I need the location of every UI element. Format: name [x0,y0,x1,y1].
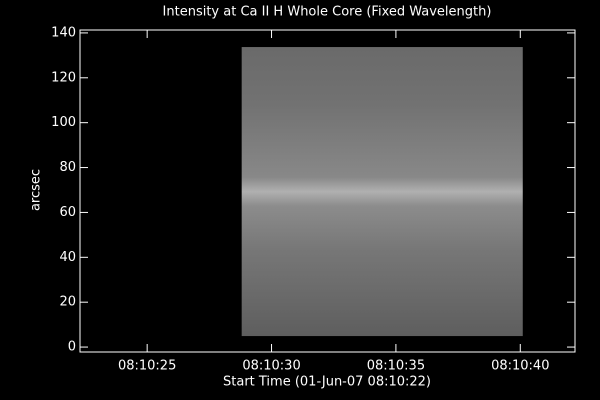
y-tick-label: 40 [59,250,76,265]
y-tick-label: 100 [51,115,76,130]
x-tick-label: 08:10:25 [118,359,176,374]
x-tick-label: 08:10:35 [367,359,425,374]
y-tick-label: 120 [51,70,76,85]
x-tick-label: 08:10:30 [242,359,300,374]
y-axis-label: arcsec [29,169,44,211]
solar-image [241,47,523,337]
chart-title: Intensity at Ca II H Whole Core (Fixed W… [163,5,492,20]
y-tick-label: 60 [59,205,76,220]
y-tick-label: 20 [59,295,76,310]
y-tick-label: 0 [68,340,76,355]
y-tick-label: 140 [51,25,76,40]
y-tick-label: 80 [59,160,76,175]
x-tick-label: 08:10:40 [491,359,549,374]
plot-frame [79,29,576,353]
x-axis-label: Start Time (01-Jun-07 08:10:22) [223,375,431,390]
